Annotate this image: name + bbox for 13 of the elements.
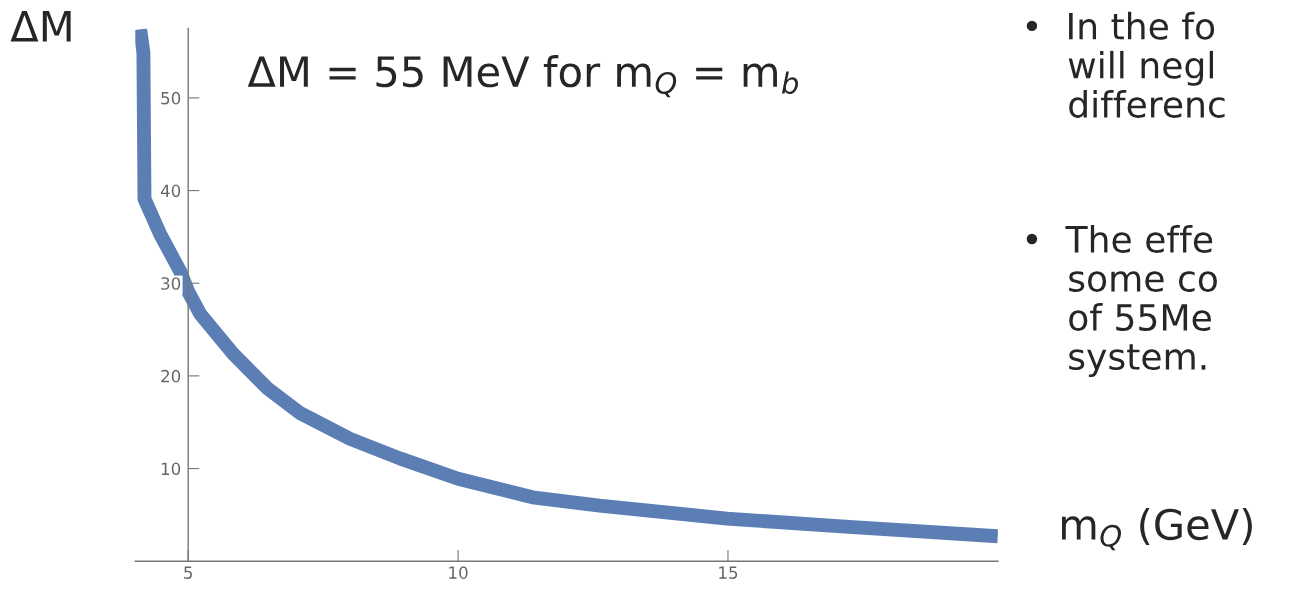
y-tick-label: 50	[161, 91, 181, 105]
x-tick-label: 10	[449, 566, 468, 579]
text: • The effe some co of 55Me system.	[1026, 224, 1217, 378]
x-axis-title: m$_{Q}$ (GeV)	[1062, 508, 1252, 551]
x-tick-label: 15	[719, 566, 738, 579]
y-tick-label: 30	[161, 277, 181, 290]
y-tick-label: 10	[161, 462, 181, 476]
y-tick-label: 20	[161, 369, 181, 383]
text: • In the fo will negl differenc	[1026, 11, 1225, 118]
x-tick-label: 5	[184, 566, 193, 579]
y-tick-label: 40	[160, 184, 181, 198]
y-axis-title: ΔM	[10, 11, 71, 42]
annotation: ΔM = 55 MeV for m$_{Q}$ = m$_{b}$	[247, 55, 799, 98]
